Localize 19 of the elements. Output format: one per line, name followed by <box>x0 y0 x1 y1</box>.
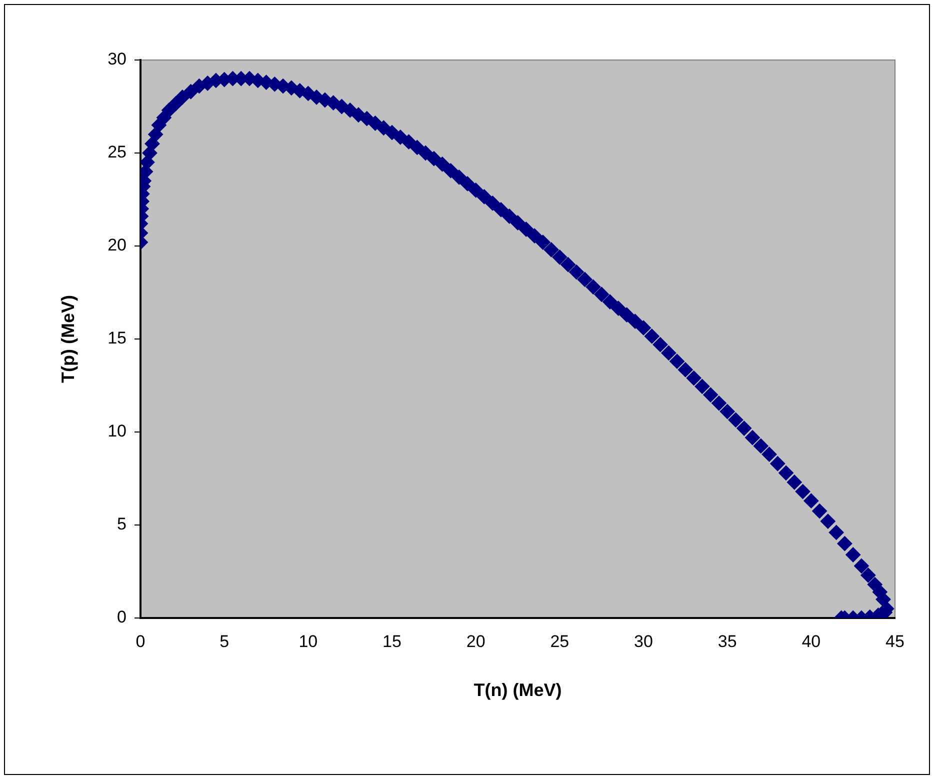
x-tick-label: 30 <box>634 632 653 651</box>
x-tick-label: 25 <box>550 632 570 651</box>
y-tick-label: 30 <box>108 50 127 69</box>
y-tick-label: 15 <box>108 328 127 348</box>
x-axis-title: T(n) (MeV) <box>474 680 562 700</box>
y-tick-label: 20 <box>108 236 127 255</box>
x-tick-label: 20 <box>466 632 486 651</box>
y-tick-label: 0 <box>117 608 127 627</box>
x-tick-label: 35 <box>718 632 737 651</box>
y-tick-label: 10 <box>108 422 127 441</box>
y-axis-title: T(p) (MeV) <box>58 295 78 383</box>
x-tick-label: 40 <box>802 632 821 651</box>
x-tick-label: 45 <box>886 632 904 651</box>
x-tick-label: 10 <box>298 632 318 651</box>
x-tick-label: 0 <box>136 632 146 651</box>
x-tick-label: 5 <box>220 632 230 651</box>
x-tick-label: 15 <box>382 632 402 651</box>
y-tick-label: 25 <box>108 142 127 162</box>
y-tick-label: 5 <box>117 514 127 534</box>
